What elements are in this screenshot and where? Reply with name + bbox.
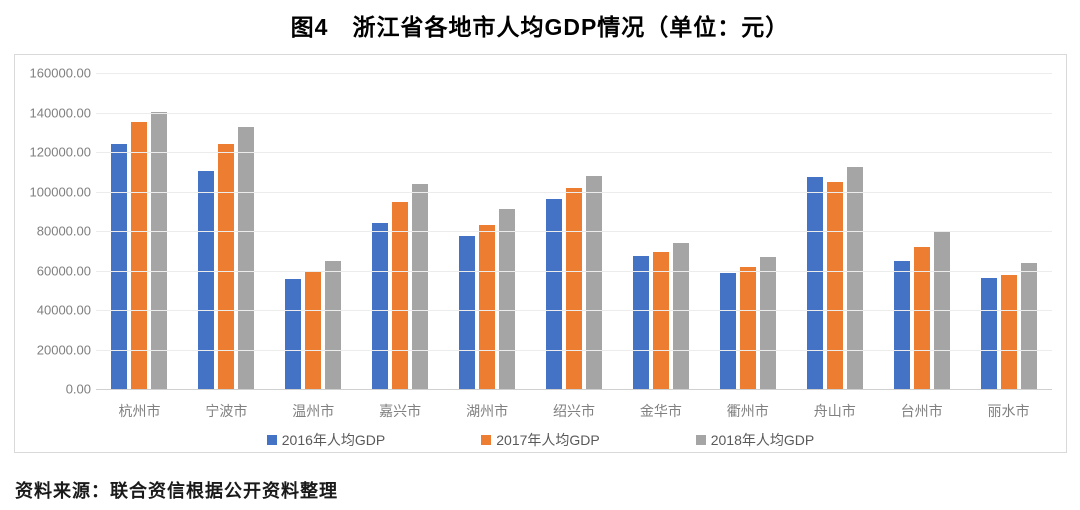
bar-2017年人均GDP-嘉兴市 <box>392 201 409 389</box>
x-axis: 杭州市 宁波市 温州市 嘉兴市 湖州市 绍兴市 金华市 衢州市 舟山市 台州市 丽水市 <box>96 401 1052 421</box>
plot-area <box>96 73 1052 390</box>
legend-label-2018: 2018年人均GDP <box>710 432 815 448</box>
bar-2018年人均GDP-嘉兴市 <box>412 183 429 389</box>
bar-2018年人均GDP-湖州市 <box>499 209 516 389</box>
x-axis-baseline <box>96 389 1052 390</box>
legend-swatch-2016 <box>266 435 277 445</box>
x-axis-label-绍兴市: 绍兴市 <box>552 403 595 419</box>
bar-2018年人均GDP-舟山市 <box>846 167 863 389</box>
bar-2018年人均GDP-宁波市 <box>238 127 255 389</box>
x-axis-label-嘉兴市: 嘉兴市 <box>379 403 422 419</box>
bar-2016年人均GDP-金华市 <box>632 256 649 389</box>
y-axis-tick-label: 140000.00 <box>29 105 91 120</box>
bar-2016年人均GDP-宁波市 <box>198 170 215 389</box>
bar-2016年人均GDP-丽水市 <box>980 277 997 389</box>
bar-group-温州市 <box>270 73 357 389</box>
bar-2016年人均GDP-湖州市 <box>459 235 476 389</box>
bar-group-宁波市 <box>183 73 270 389</box>
x-axis-label-温州市: 温州市 <box>292 403 335 419</box>
x-axis-label-丽水市: 丽水市 <box>987 403 1030 419</box>
bar-2018年人均GDP-衢州市 <box>759 256 776 389</box>
bar-2018年人均GDP-金华市 <box>672 243 689 389</box>
legend-swatch-2017 <box>481 435 492 445</box>
bar-2017年人均GDP-衢州市 <box>739 267 756 389</box>
x-axis-label-杭州市: 杭州市 <box>118 403 161 419</box>
bar-group-丽水市 <box>965 73 1052 389</box>
legend-item-2016: 2016年人均GDP <box>266 430 386 450</box>
bar-2017年人均GDP-绍兴市 <box>565 187 582 389</box>
legend-item-2018: 2018年人均GDP <box>695 430 815 450</box>
bar-2017年人均GDP-湖州市 <box>479 225 496 389</box>
legend: 2016年人均GDP 2017年人均GDP 2018年人均GDP <box>15 430 1066 450</box>
y-axis-tick-label: 80000.00 <box>36 223 91 239</box>
source-note: 资料来源：联合资信根据公开资料整理 <box>15 481 338 501</box>
bar-2018年人均GDP-绍兴市 <box>585 175 602 389</box>
bar-2017年人均GDP-金华市 <box>652 251 669 389</box>
bar-2018年人均GDP-丽水市 <box>1020 262 1037 389</box>
bar-2017年人均GDP-宁波市 <box>218 144 235 389</box>
bar-2016年人均GDP-舟山市 <box>806 176 823 389</box>
bar-2017年人均GDP-舟山市 <box>826 182 843 389</box>
gridline <box>96 270 1052 272</box>
legend-label-2016: 2016年人均GDP <box>281 432 386 448</box>
legend-swatch-2018 <box>695 435 706 445</box>
y-axis-tick-label: 40000.00 <box>36 302 91 318</box>
legend-item-2017: 2017年人均GDP <box>481 430 600 450</box>
bar-2016年人均GDP-温州市 <box>285 278 302 389</box>
bar-2016年人均GDP-台州市 <box>893 261 910 389</box>
y-axis-tick-label: 0.00 <box>65 381 91 397</box>
x-axis-label-金华市: 金华市 <box>639 403 682 419</box>
x-axis-label-台州市: 台州市 <box>900 403 943 419</box>
bar-2017年人均GDP-台州市 <box>913 246 930 389</box>
bar-chart: 160000.00 140000.00 120000.00 100000.00 8000… <box>14 54 1067 453</box>
gridline <box>96 191 1052 193</box>
legend-label-2017: 2017年人均GDP <box>496 432 600 448</box>
gridline <box>96 349 1052 351</box>
bar-group-杭州市 <box>96 73 183 389</box>
bar-2016年人均GDP-嘉兴市 <box>372 222 389 389</box>
gridline <box>96 112 1052 114</box>
x-axis-label-宁波市: 宁波市 <box>205 403 248 419</box>
y-axis-tick-label: 20000.00 <box>36 342 91 357</box>
bar-group-衢州市 <box>704 73 791 389</box>
bar-group-绍兴市 <box>531 73 618 389</box>
gridline <box>96 152 1052 153</box>
bar-2016年人均GDP-杭州市 <box>111 143 128 389</box>
x-axis-label-湖州市: 湖州市 <box>466 403 509 419</box>
bar-2016年人均GDP-绍兴市 <box>545 199 562 389</box>
y-axis: 160000.00 140000.00 120000.00 100000.00 8000… <box>21 66 91 397</box>
bar-2017年人均GDP-丽水市 <box>1000 274 1017 389</box>
bar-2018年人均GDP-温州市 <box>325 260 342 389</box>
bar-group-金华市 <box>617 73 704 389</box>
gridline <box>96 73 1052 74</box>
y-axis-tick-label: 100000.00 <box>29 184 91 199</box>
bar-group-舟山市 <box>791 73 878 389</box>
page-title: 图4 浙江省各地市人均GDP情况（单位：元） <box>290 14 790 40</box>
bar-group-湖州市 <box>444 73 531 389</box>
bar-2016年人均GDP-衢州市 <box>719 273 736 389</box>
gridline <box>96 231 1052 232</box>
bar-groups <box>96 73 1052 389</box>
bar-2017年人均GDP-杭州市 <box>131 122 148 389</box>
bar-2018年人均GDP-杭州市 <box>151 111 168 389</box>
y-axis-tick-label: 120000.00 <box>29 144 91 160</box>
bar-group-嘉兴市 <box>357 73 444 389</box>
y-axis-tick-label: 160000.00 <box>29 65 91 81</box>
y-axis-tick-label: 60000.00 <box>36 263 91 278</box>
x-axis-label-舟山市: 舟山市 <box>813 403 856 419</box>
bar-2017年人均GDP-温州市 <box>305 272 322 389</box>
x-axis-label-衢州市: 衢州市 <box>726 403 769 419</box>
gridline <box>96 310 1052 311</box>
